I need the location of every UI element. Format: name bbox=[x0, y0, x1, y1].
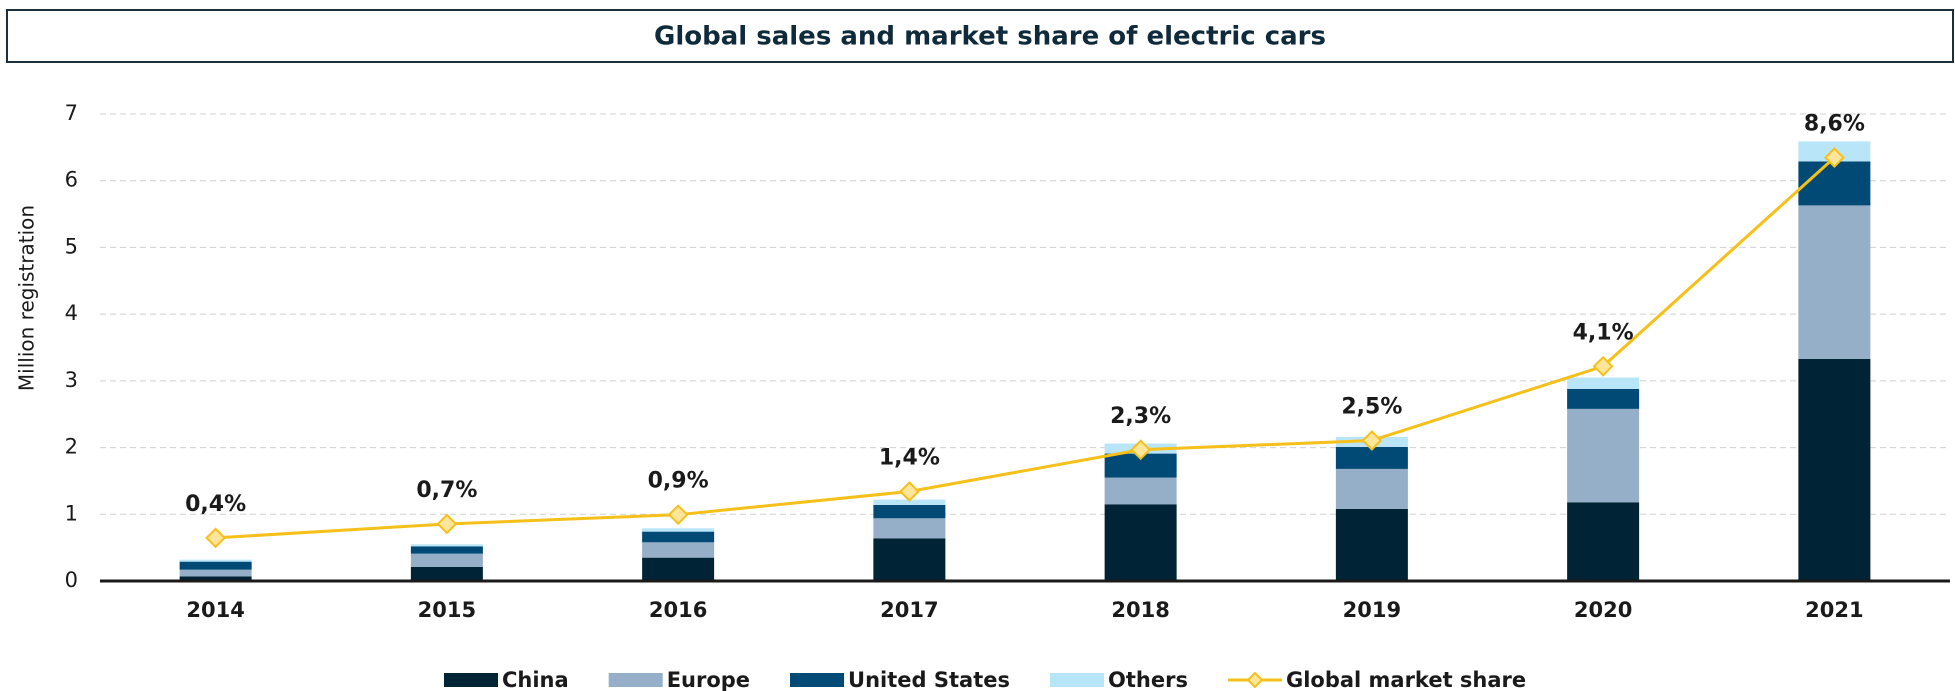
legend-swatch bbox=[790, 673, 845, 687]
line-marker bbox=[1130, 439, 1152, 461]
line-marker bbox=[1592, 355, 1614, 377]
bar-segment bbox=[179, 559, 252, 562]
bar-segment bbox=[179, 561, 252, 570]
y-tick-label: 3 bbox=[65, 368, 78, 392]
x-tick-label: 2020 bbox=[1574, 598, 1632, 622]
bar-segment bbox=[873, 499, 946, 505]
data-label: 8,6% bbox=[1804, 112, 1865, 137]
bar-segment bbox=[642, 528, 715, 532]
bar-segment bbox=[1567, 388, 1640, 409]
chart-title: Global sales and market share of electri… bbox=[654, 22, 1326, 52]
bar-segment bbox=[1335, 508, 1408, 581]
bar-segment bbox=[410, 566, 483, 581]
x-tick-label: 2018 bbox=[1111, 598, 1169, 622]
y-tick-label: 4 bbox=[65, 301, 78, 325]
data-label: 4,1% bbox=[1573, 320, 1634, 345]
bar-segment bbox=[642, 557, 715, 581]
legend-swatch bbox=[444, 673, 498, 687]
x-tick-label: 2017 bbox=[880, 598, 938, 622]
y-tick-label: 2 bbox=[65, 435, 78, 459]
line bbox=[215, 156, 1836, 540]
line-marker bbox=[1361, 430, 1383, 451]
legend-label: China bbox=[502, 668, 569, 691]
bar-segment bbox=[1567, 408, 1640, 503]
legend-label: Europe bbox=[667, 668, 750, 691]
y-tick-label: 0 bbox=[65, 568, 78, 592]
y-axis-label: Million registration bbox=[15, 205, 39, 391]
data-label: 1,4% bbox=[879, 445, 940, 470]
bar-segment bbox=[410, 546, 483, 554]
bar-segment bbox=[1567, 377, 1640, 389]
line-marker bbox=[205, 527, 227, 549]
data-label: 2,5% bbox=[1341, 394, 1402, 419]
bar-segment bbox=[410, 553, 483, 567]
bar-segment bbox=[179, 569, 252, 577]
y-tick-label: 1 bbox=[65, 501, 78, 525]
legend-label: United States bbox=[848, 668, 1010, 691]
bar-segment bbox=[1567, 502, 1640, 581]
y-tick-label: 7 bbox=[65, 101, 78, 125]
x-tick-label: 2015 bbox=[418, 598, 476, 622]
bar-segment bbox=[642, 531, 715, 543]
bar-segment bbox=[179, 576, 252, 581]
x-tick-label: 2016 bbox=[649, 598, 707, 622]
data-label: 2,3% bbox=[1110, 404, 1171, 429]
bar-segment bbox=[1335, 446, 1408, 469]
x-tick-label: 2019 bbox=[1343, 598, 1401, 622]
bar-segment bbox=[873, 504, 946, 519]
line-marker bbox=[667, 504, 689, 526]
legend-label: Others bbox=[1108, 668, 1188, 691]
bar-segment bbox=[1798, 161, 1871, 206]
legend-swatch bbox=[608, 673, 663, 687]
data-label: 0,7% bbox=[416, 478, 477, 503]
title-box bbox=[6, 9, 1954, 63]
data-label: 0,4% bbox=[185, 492, 246, 517]
bar-segment bbox=[410, 544, 483, 547]
legend-label: Global market share bbox=[1286, 668, 1526, 691]
y-tick-label: 6 bbox=[65, 168, 78, 192]
bar-segment bbox=[642, 542, 715, 558]
bar-segment bbox=[1798, 358, 1871, 581]
bar-segment bbox=[1104, 477, 1177, 505]
y-tick-label: 5 bbox=[65, 234, 78, 258]
data-label: 0,9% bbox=[648, 469, 709, 494]
bar-segment bbox=[873, 518, 946, 539]
bar-segment bbox=[1335, 468, 1408, 509]
bar-segment bbox=[1798, 205, 1871, 359]
bar-segment bbox=[1104, 504, 1177, 581]
x-tick-label: 2014 bbox=[186, 598, 244, 622]
legend-swatch bbox=[1050, 673, 1104, 687]
line-marker bbox=[1823, 147, 1845, 169]
x-tick-label: 2021 bbox=[1805, 598, 1863, 622]
bar-segment bbox=[873, 538, 946, 581]
legend-marker bbox=[1246, 671, 1264, 689]
line-marker bbox=[898, 481, 920, 502]
line-marker bbox=[436, 513, 458, 535]
